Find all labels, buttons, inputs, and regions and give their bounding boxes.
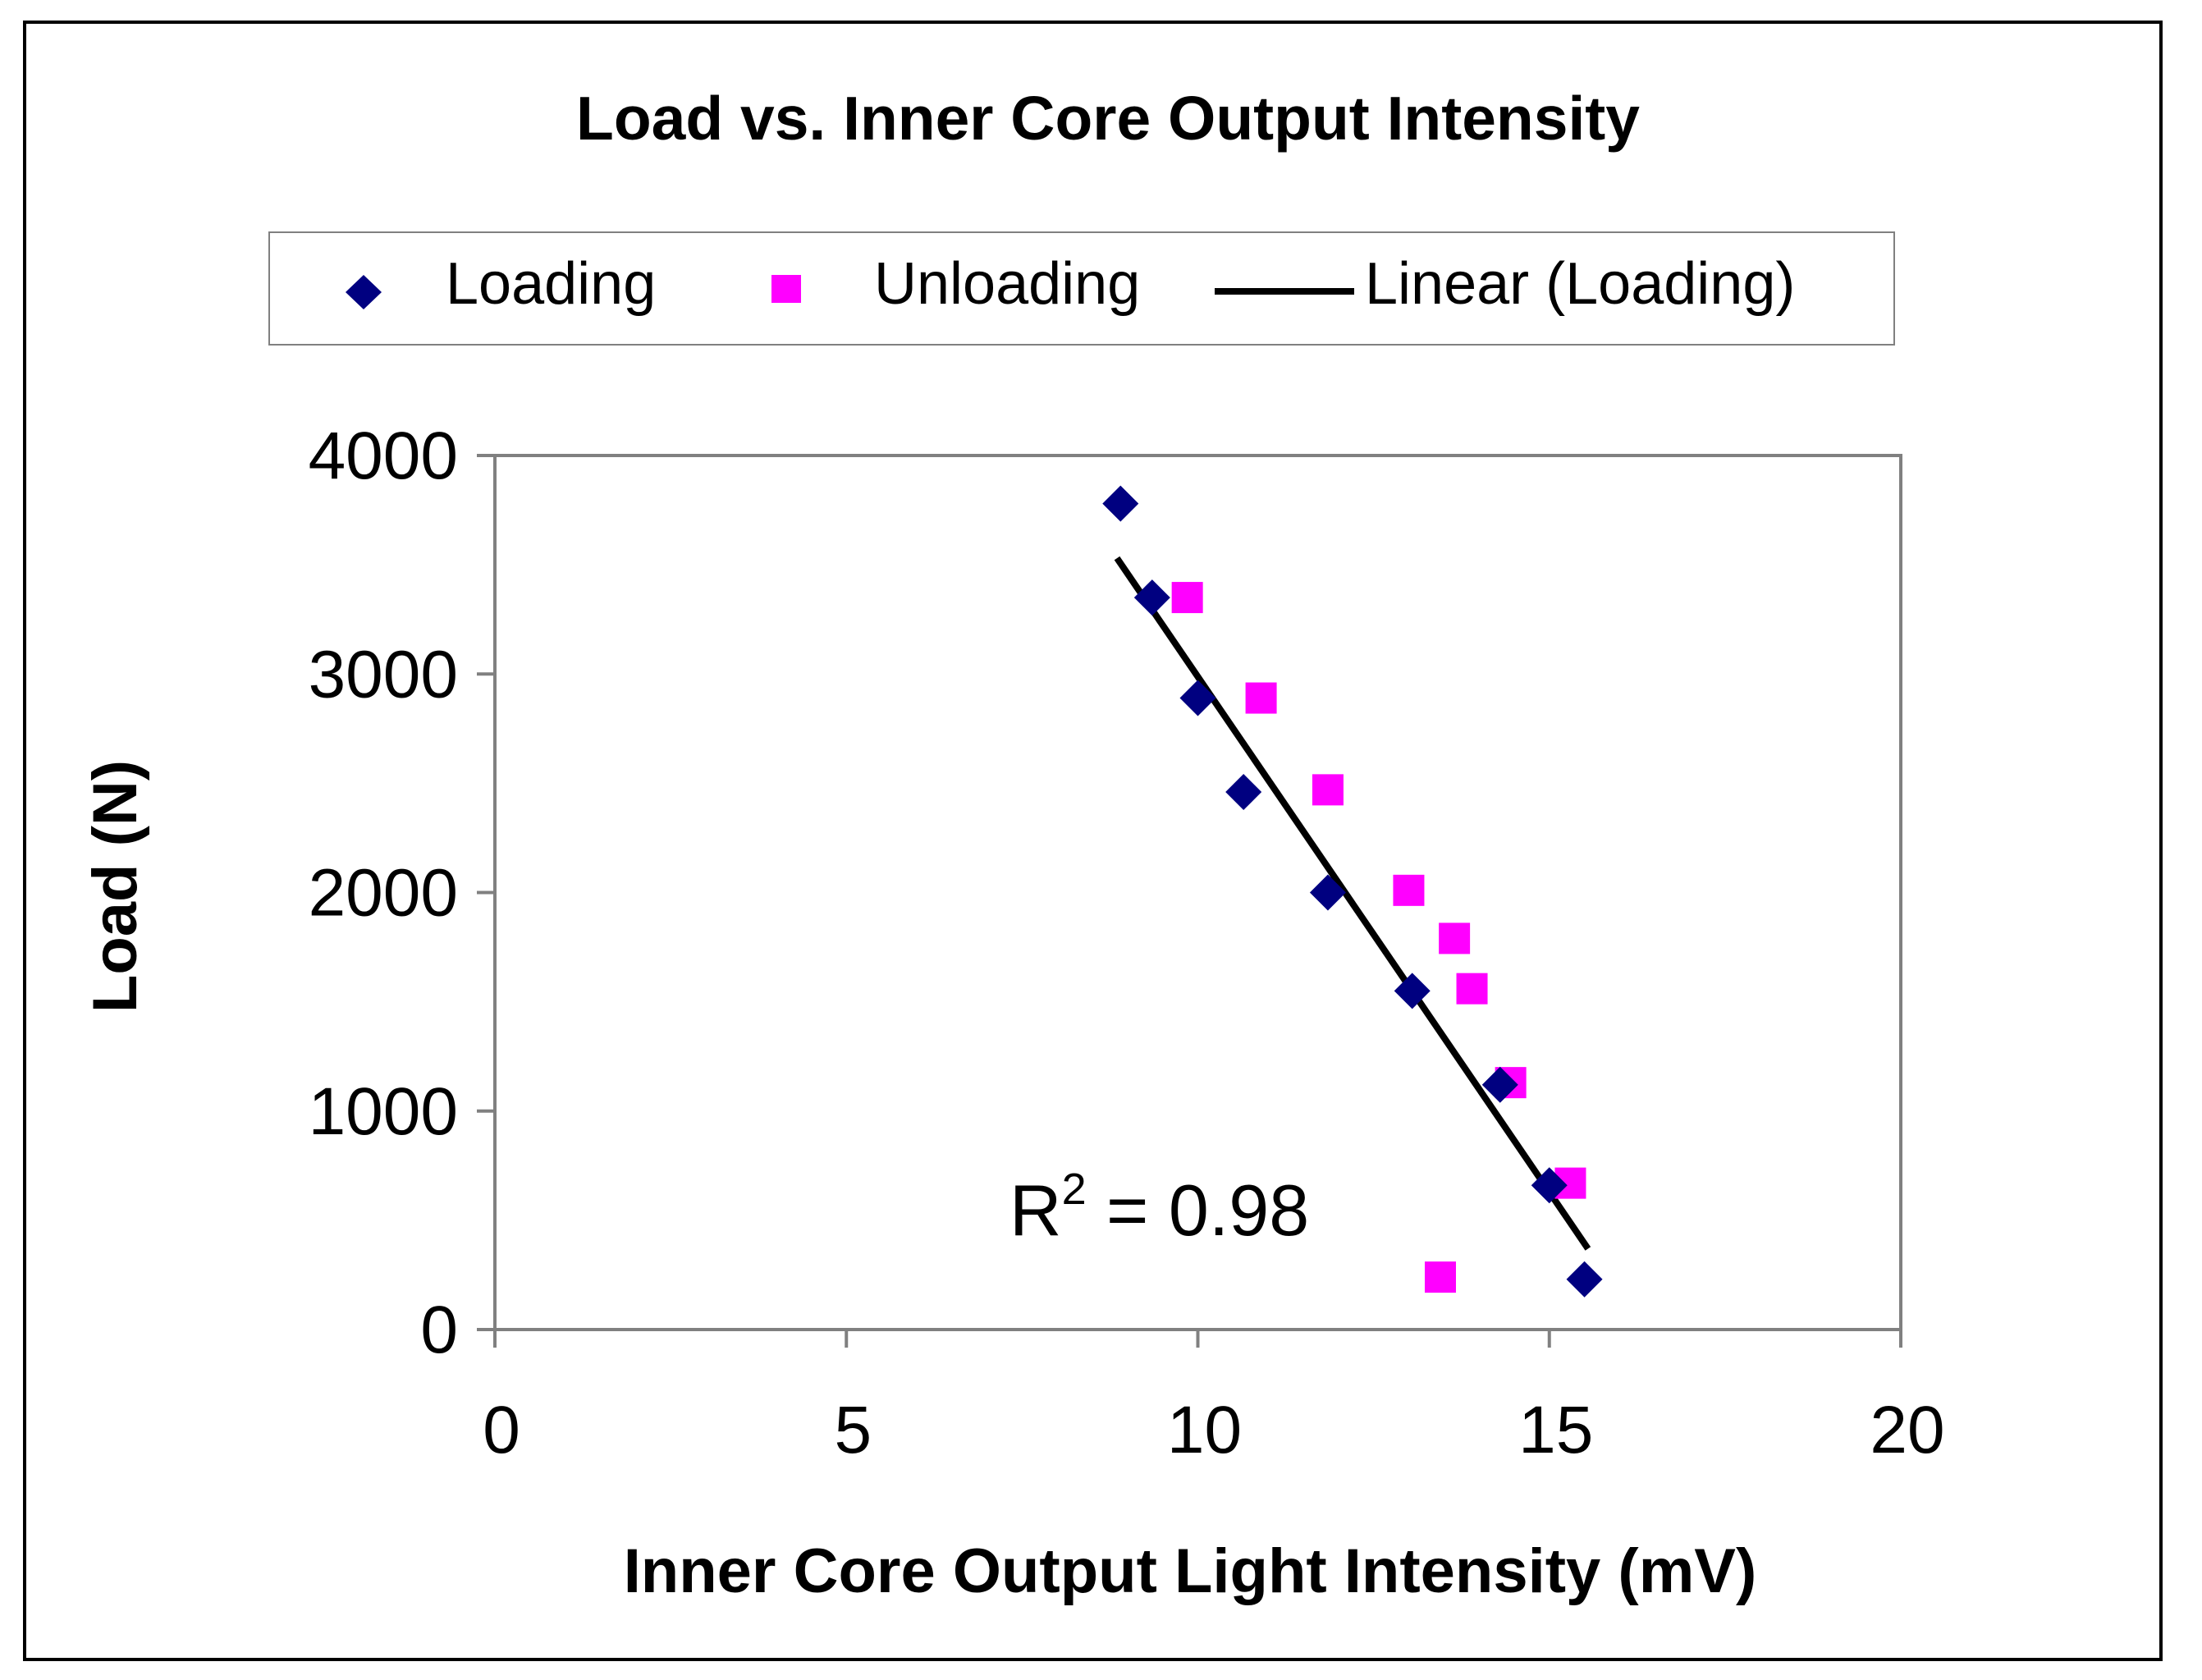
y-tick-label: 0 <box>420 1293 458 1367</box>
unloading-point <box>1393 874 1425 906</box>
y-tick-label: 3000 <box>309 637 458 712</box>
unloading-point <box>1171 582 1203 614</box>
loading-point <box>1531 1167 1568 1204</box>
loading-point <box>1225 774 1262 811</box>
y-axis: 0 1000 2000 3000 4000 <box>309 419 495 1367</box>
x-tick-label: 5 <box>834 1393 872 1467</box>
x-axis: 0 5 10 15 20 <box>483 1330 1945 1467</box>
r-squared-sup: 2 <box>1062 1165 1087 1214</box>
unloading-point <box>1424 1261 1456 1293</box>
r-squared-base: R <box>1009 1170 1062 1251</box>
legend-label-loading: Loading <box>446 251 656 317</box>
series-unloading <box>1171 582 1586 1293</box>
x-tick-label: 20 <box>1870 1393 1944 1467</box>
legend-label-linear: Linear (Loading) <box>1365 251 1795 317</box>
unloading-point <box>1439 922 1471 954</box>
x-tick-label: 10 <box>1167 1393 1242 1467</box>
x-tick-label: 15 <box>1518 1393 1593 1467</box>
loading-point <box>1394 973 1431 1009</box>
loading-point <box>1179 680 1216 716</box>
loading-point <box>1102 485 1139 522</box>
legend-label-unloading: Unloading <box>874 251 1140 317</box>
unloading-point <box>1312 774 1344 806</box>
unloading-point <box>1456 973 1488 1005</box>
loading-point <box>1566 1261 1603 1298</box>
x-axis-title: Inner Core Output Light Intensity (mV) <box>624 1536 1757 1606</box>
legend-box <box>268 231 1895 346</box>
r-squared-annotation: R2 = 0.98 <box>1009 1165 1309 1251</box>
y-tick-label: 4000 <box>309 419 458 493</box>
y-tick-label: 2000 <box>309 856 458 931</box>
loading-point <box>1481 1066 1518 1103</box>
r-squared-value: = 0.98 <box>1087 1170 1310 1251</box>
legend-marker-unloading <box>771 275 801 303</box>
loading-point <box>1309 874 1346 911</box>
x-tick-label: 0 <box>483 1393 520 1467</box>
trendline-linear-loading <box>1114 556 1591 1251</box>
unloading-point <box>1245 682 1277 714</box>
loading-point <box>1133 579 1170 616</box>
y-tick-label: 1000 <box>309 1074 458 1149</box>
y-axis-title: Load (N) <box>80 760 150 1013</box>
legend: Loading Unloading Linear (Loading) <box>268 231 1895 346</box>
chart-title: Load vs. Inner Core Output Intensity <box>576 84 1640 153</box>
legend-marker-loading <box>346 275 382 309</box>
series-loading <box>1102 485 1603 1298</box>
